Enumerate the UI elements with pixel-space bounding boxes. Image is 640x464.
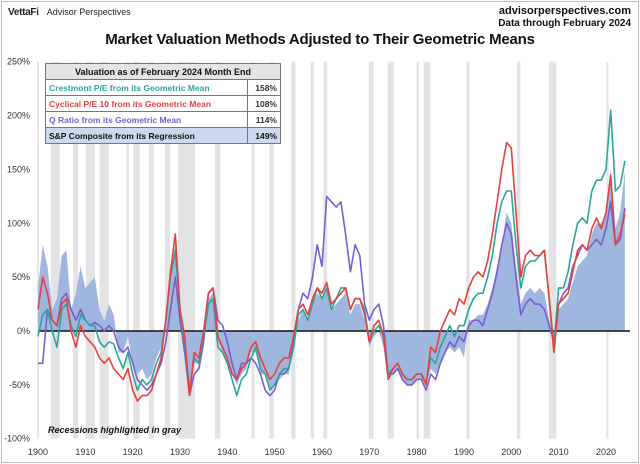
y-tick-label: 200% <box>7 111 30 121</box>
recession-band <box>368 61 374 439</box>
legend-label-cape: Cyclical P/E 10 from its Geometric Mean <box>45 95 248 112</box>
line-cyclical-pe10 <box>37 141 626 402</box>
y-tick-label: 50% <box>12 272 30 282</box>
brand-name: VettaFi <box>8 7 39 18</box>
recession-band <box>99 61 109 439</box>
y-tick-label: 100% <box>7 218 30 228</box>
legend-value-cape: 108% <box>247 95 281 112</box>
recession-band <box>466 61 470 439</box>
y-tick-label: -100% <box>4 434 30 444</box>
x-tick-label: 2000 <box>501 447 521 457</box>
site-url: advisorperspectives.com <box>498 5 631 17</box>
legend-table: Valuation as of February 2024 Month End … <box>45 63 281 144</box>
recession-band <box>215 61 221 439</box>
recession-band <box>423 61 431 439</box>
x-tick-label: 1900 <box>28 447 48 457</box>
y-tick-label: -50% <box>9 380 30 390</box>
legend-value-q-ratio: 114% <box>247 111 281 128</box>
x-tick-label: 1910 <box>75 447 95 457</box>
line-crestmont-pe <box>37 109 626 397</box>
legend-value-crestmont: 158% <box>247 79 281 96</box>
x-tick-label: 2020 <box>596 447 616 457</box>
legend-title: Valuation as of February 2024 Month End <box>45 63 281 80</box>
recession-band <box>50 61 60 439</box>
x-tick-label: 1980 <box>407 447 427 457</box>
recession-band <box>133 61 140 439</box>
recession-band <box>310 61 314 439</box>
x-tick-label: 1970 <box>359 447 379 457</box>
x-tick-label: 1950 <box>265 447 285 457</box>
recession-band <box>269 61 274 439</box>
line-q-ratio <box>38 195 626 397</box>
y-tick-label: 150% <box>7 164 30 174</box>
recession-band <box>548 61 557 439</box>
brand-logo: VettaFi Advisor Perspectives <box>8 6 131 19</box>
y-tick-label: 0% <box>17 326 30 336</box>
x-tick-label: 1960 <box>312 447 332 457</box>
brand-sub: Advisor Perspectives <box>46 7 131 17</box>
legend-label-crestmont: Crestmont P/E from its Geometric Mean <box>45 79 248 96</box>
recession-band <box>148 61 154 439</box>
x-tick-label: 1930 <box>170 447 190 457</box>
legend-label-sp-regression: S&P Composite from its Regression <box>45 127 248 144</box>
legend-label-q-ratio: Q Ratio from its Geometric Mean <box>45 111 248 128</box>
x-tick-label: 1940 <box>217 447 237 457</box>
recession-band <box>291 61 296 439</box>
recession-note: Recessions highlighted in gray <box>48 425 182 435</box>
y-tick-label: 250% <box>7 57 30 67</box>
data-through: Data through February 2024 <box>498 18 631 29</box>
recession-band <box>126 61 129 439</box>
x-tick-label: 1920 <box>123 447 143 457</box>
recession-band <box>387 61 394 439</box>
recession-band <box>85 61 95 439</box>
recession-band <box>251 61 255 439</box>
recession-band <box>73 61 79 439</box>
x-tick-label: 2010 <box>549 447 569 457</box>
x-tick-label: 1990 <box>454 447 474 457</box>
recession-band <box>323 61 328 439</box>
legend-value-sp-regression: 149% <box>247 127 281 144</box>
chart-title: Market Valuation Methods Adjusted to The… <box>105 31 535 48</box>
recession-band <box>416 61 420 439</box>
recession-band <box>164 61 171 439</box>
